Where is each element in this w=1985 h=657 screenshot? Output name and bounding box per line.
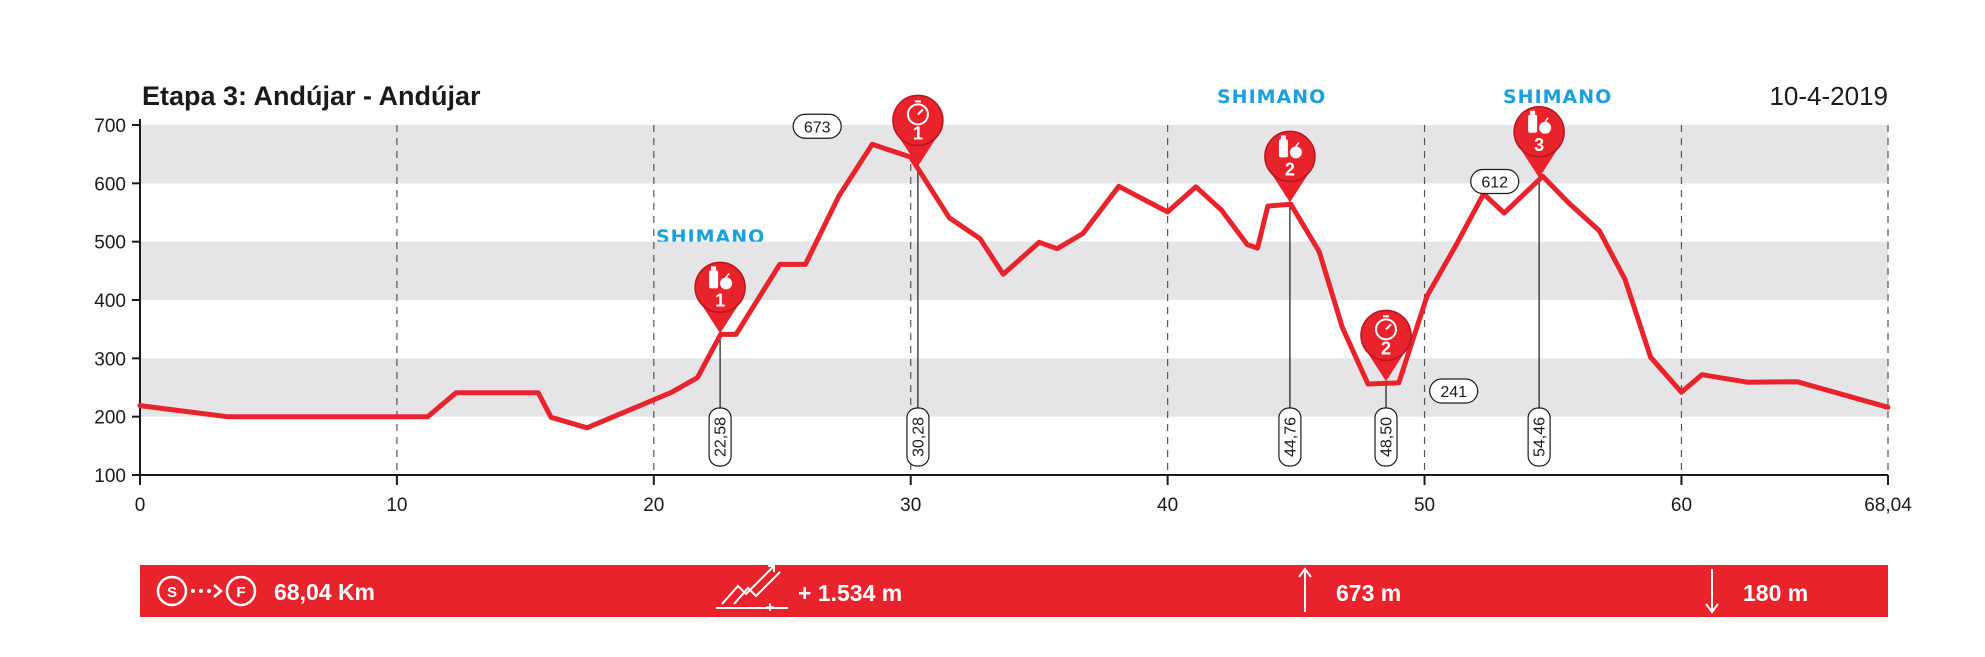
x-tick-label: 30 — [900, 495, 921, 516]
elevation-labels: 673 241 612 — [792, 113, 1520, 404]
x-tick-label: 60 — [1671, 495, 1692, 516]
y-tick-label: 600 — [94, 174, 126, 195]
x-tick-label: 50 — [1414, 495, 1435, 516]
x-tick-label: 40 — [1157, 495, 1178, 516]
feed-zone-pin: 1 — [694, 261, 746, 334]
distance-value: 68,04 Km — [274, 579, 375, 605]
elevation-bubble-label: 673 — [804, 119, 831, 136]
bottle-apple-icon — [1278, 135, 1302, 159]
km-marker-box — [906, 407, 930, 467]
y-tick-label: 200 — [94, 408, 126, 429]
km-marker-box — [1527, 407, 1551, 467]
total-climb-icon — [716, 565, 788, 609]
x-tick-label: 0 — [135, 495, 146, 516]
km-marker-label: 44,76 — [1282, 417, 1299, 457]
start-icon — [156, 575, 188, 607]
finish-icon — [225, 575, 257, 607]
pin-number: 2 — [1285, 159, 1295, 179]
stage-title: Etapa 3: Andújar - Andújar — [142, 81, 481, 111]
elevation-bubble — [1470, 168, 1520, 195]
grid-band — [140, 358, 1888, 417]
total-climb-plus: + — [766, 599, 775, 616]
sponsor-logo: SHIMANO — [1217, 86, 1326, 108]
km-marker-label: 30,28 — [910, 417, 927, 457]
sponsor-logo: SHIMANO — [1503, 86, 1612, 108]
sprint-pin: 2 — [1360, 309, 1412, 382]
start-to-finish-arrow-icon — [191, 584, 223, 598]
km-marker-label: 22,58 — [713, 417, 730, 457]
km-markers: 22,58 30,28 44,76 48,50 54,46 — [708, 168, 1551, 467]
start-letter: S — [167, 584, 177, 601]
pin-head — [1264, 130, 1316, 183]
summary-bar: S F 68,04 Km + + 1.534 m 673 m — [140, 565, 1888, 617]
chart-axes: 100 200 300 400 500 600 700 0 10 20 30 40 50 60 68,04 — [94, 116, 1912, 516]
km-marker-box — [1278, 407, 1302, 467]
arrow-up-icon — [1298, 567, 1312, 612]
x-tick-label: 10 — [386, 495, 407, 516]
feed-zone-pin: 3 — [1513, 106, 1565, 178]
elevation-bubble — [1429, 378, 1479, 404]
elevation-bubble-label: 612 — [1481, 174, 1508, 191]
y-tick-label: 500 — [94, 233, 126, 254]
marker-pins: 1 1 2 2 3 — [694, 94, 1565, 382]
min-altitude-value: 180 m — [1743, 580, 1808, 606]
grid-band — [140, 125, 1888, 184]
x-tick-label: 68,04 — [1864, 495, 1912, 516]
km-marker-label: 48,50 — [1379, 417, 1396, 457]
pin-number: 1 — [913, 123, 923, 143]
x-tick-label: 20 — [643, 495, 664, 516]
pin-head — [1360, 309, 1412, 362]
pin-head — [694, 261, 746, 314]
y-tick-label: 700 — [94, 116, 126, 137]
pin-number: 1 — [715, 290, 725, 310]
stage-date: 10-4-2019 — [1769, 81, 1888, 111]
km-marker-box — [708, 407, 732, 467]
km-marker-box — [1374, 407, 1398, 467]
pin-number: 3 — [1534, 135, 1544, 155]
pin-number: 2 — [1381, 338, 1391, 358]
chart-grid — [140, 125, 1889, 475]
arrow-down-icon — [1705, 569, 1719, 614]
finish-letter: F — [236, 584, 245, 601]
y-tick-label: 400 — [94, 291, 126, 312]
elevation-bubble-label: 241 — [1440, 384, 1467, 401]
stopwatch-icon — [906, 100, 929, 126]
km-marker-label: 54,46 — [1532, 417, 1549, 457]
grid-band — [140, 241, 1888, 300]
feed-zone-pin: 2 — [1264, 130, 1316, 203]
total-climb-value: + 1.534 m — [798, 580, 902, 606]
stopwatch-icon — [1375, 315, 1398, 341]
y-tick-label: 100 — [94, 466, 126, 487]
bottle-apple-icon — [1528, 110, 1552, 134]
summary-bar-background — [140, 565, 1888, 617]
max-altitude-value: 673 m — [1336, 580, 1401, 606]
pin-head — [1513, 106, 1565, 158]
bottle-apple-icon — [709, 266, 733, 290]
sprint-pin: 1 — [892, 94, 944, 167]
pin-head — [892, 94, 944, 147]
elevation-bubble — [792, 113, 842, 139]
y-tick-label: 300 — [94, 349, 126, 370]
elevation-profile-line — [137, 141, 1891, 431]
